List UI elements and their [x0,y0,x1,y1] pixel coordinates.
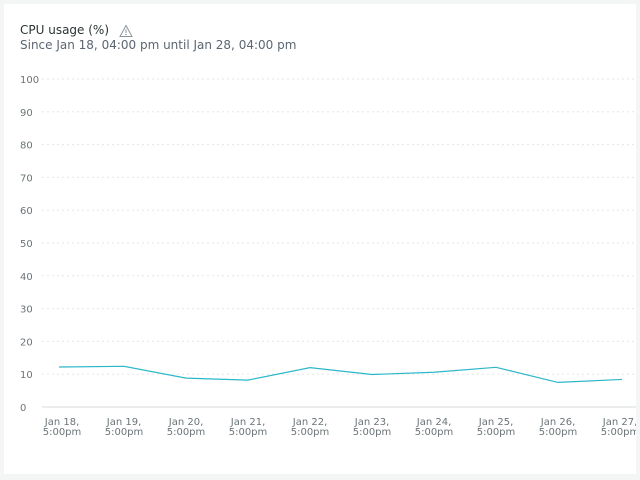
y-tick-label-40: 40 [20,272,33,283]
x-tick-label-9: Jan 27, 5:00pm [601,417,636,438]
x-tick-label-7: Jan 25, 5:00pm [477,417,516,438]
warning-triangle-icon[interactable] [119,23,133,37]
y-tick-label-60: 60 [20,206,33,217]
y-tick-label-80: 80 [20,141,33,152]
y-tick-label-100: 100 [20,75,39,86]
x-tick-label-6: Jan 24, 5:00pm [415,417,454,438]
x-tick-label-3: Jan 21, 5:00pm [229,417,268,438]
y-tick-label-10: 10 [20,370,33,381]
x-tick-label-5: Jan 23, 5:00pm [353,417,392,438]
chart-header: CPU usage (%) [20,21,133,39]
cpu-usage-card: CPU usage (%) Since Jan 18, 04:00 pm unt… [4,4,636,474]
chart-title: CPU usage (%) [20,23,110,37]
y-tick-label-70: 70 [20,173,33,184]
y-tick-label-50: 50 [20,239,33,250]
cpu-usage-series-line [58,365,623,384]
chart-subtitle: Since Jan 18, 04:00 pm until Jan 28, 04:… [20,38,297,52]
x-tick-label-0: Jan 18, 5:00pm [43,417,82,438]
cpu-usage-line-chart: 0 10 20 30 40 50 60 70 80 90 100 Jan 18, 5:00pm Jan 1… [20,75,636,438]
x-tick-label-4: Jan 22, 5:00pm [291,417,330,438]
y-tick-label-20: 20 [20,337,33,348]
y-tick-label-0: 0 [20,403,26,414]
y-tick-label-90: 90 [20,108,33,119]
x-tick-label-8: Jan 26, 5:00pm [539,417,578,438]
x-tick-label-2: Jan 20, 5:00pm [167,417,206,438]
x-tick-label-1: Jan 19, 5:00pm [105,417,144,438]
y-tick-label-30: 30 [20,305,33,316]
